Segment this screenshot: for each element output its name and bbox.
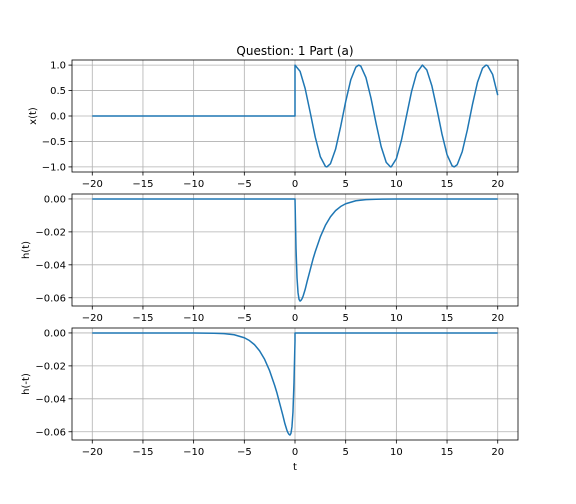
y-tick-label: −0.06 bbox=[35, 427, 66, 438]
x-tick-label: 20 bbox=[491, 179, 504, 190]
x-tick-label: −10 bbox=[183, 179, 204, 190]
series-line bbox=[92, 332, 498, 436]
x-tick-label: 15 bbox=[441, 313, 454, 324]
y-axis-label: x(t) bbox=[28, 107, 39, 125]
x-tick-label: 5 bbox=[342, 313, 348, 324]
y-tick-label: −0.5 bbox=[42, 137, 66, 148]
y-tick-label: −0.02 bbox=[35, 227, 66, 238]
x-tick-label: −20 bbox=[82, 179, 103, 190]
x-axis-label: t bbox=[293, 462, 297, 473]
y-tick-label: −0.04 bbox=[35, 260, 66, 271]
x-tick-label: 0 bbox=[292, 179, 298, 190]
x-tick-label: 0 bbox=[292, 447, 298, 458]
x-tick-label: 10 bbox=[390, 447, 403, 458]
x-tick-label: 10 bbox=[390, 179, 403, 190]
x-tick-label: 20 bbox=[491, 447, 504, 458]
x-tick-label: 20 bbox=[491, 313, 504, 324]
x-tick-label: 15 bbox=[441, 447, 454, 458]
y-tick-label: −0.02 bbox=[35, 361, 66, 372]
series-line bbox=[92, 198, 498, 302]
x-tick-label: 5 bbox=[342, 179, 348, 190]
x-tick-label: −5 bbox=[237, 447, 252, 458]
x-tick-label: −10 bbox=[183, 447, 204, 458]
subplot-x-of-t: −20 −15 −10 −5 0 5 10 15 20 −1.0 −0.5 0.0 0.5 1.0 x(t) bbox=[28, 59, 519, 190]
x-tick-label: 0 bbox=[292, 313, 298, 324]
y-tick-label: −0.04 bbox=[35, 394, 66, 405]
x-tick-label: −10 bbox=[183, 313, 204, 324]
x-tick-label: −20 bbox=[82, 447, 103, 458]
x-tick-label: −5 bbox=[237, 313, 252, 324]
subplot-h-of-t: −20 −15 −10 −5 0 5 10 15 20 0.00 −0.02 −0.04 −0.06 h(… bbox=[21, 193, 519, 324]
y-tick-label: 0.5 bbox=[50, 86, 66, 97]
y-tick-label: −1.0 bbox=[42, 162, 66, 173]
y-axis-label: h(-t) bbox=[21, 373, 32, 395]
y-tick-label: 0.00 bbox=[44, 194, 66, 205]
x-tick-label: −20 bbox=[82, 313, 103, 324]
y-tick-label: 0.0 bbox=[50, 112, 66, 123]
x-tick-label: −15 bbox=[132, 179, 153, 190]
x-tick-label: −15 bbox=[132, 447, 153, 458]
subplot-h-of-minus-t: −20 −15 −10 −5 0 5 10 15 20 0.00 −0.02 −0.04 −0.06 h(… bbox=[21, 327, 519, 473]
series-line bbox=[92, 64, 499, 168]
x-tick-label: 15 bbox=[441, 179, 454, 190]
y-tick-label: 1.0 bbox=[50, 61, 66, 72]
x-tick-label: 10 bbox=[390, 313, 403, 324]
figure-title: Question: 1 Part (a) bbox=[236, 44, 353, 58]
x-tick-label: −5 bbox=[237, 179, 252, 190]
y-axis-label: h(t) bbox=[21, 241, 32, 259]
x-tick-label: −15 bbox=[132, 313, 153, 324]
y-tick-label: 0.00 bbox=[44, 328, 66, 339]
y-tick-label: −0.06 bbox=[35, 293, 66, 304]
x-tick-label: 5 bbox=[342, 447, 348, 458]
